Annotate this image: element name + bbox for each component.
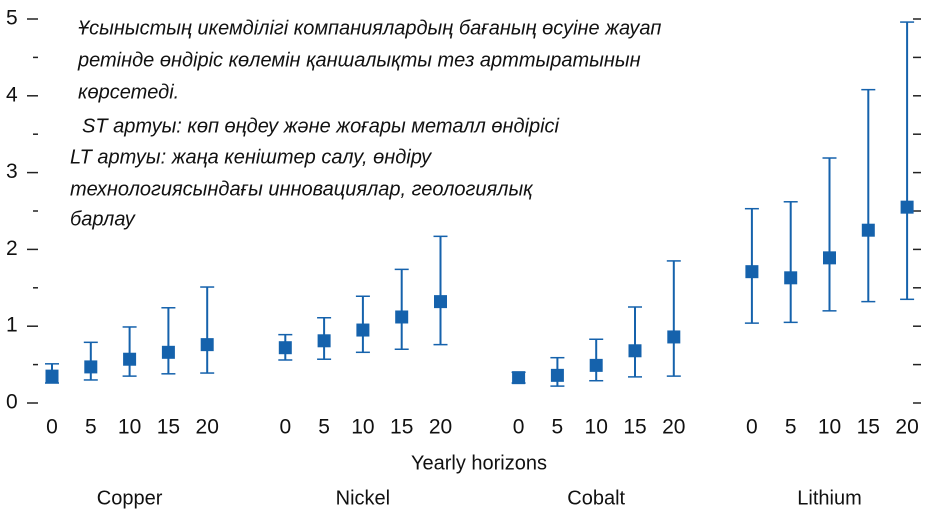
marker (434, 295, 447, 309)
marker (84, 360, 98, 374)
marker (628, 344, 642, 358)
x-tick-label: 15 (390, 416, 413, 439)
x-tick-label: 15 (157, 416, 180, 439)
marker (861, 223, 875, 237)
marker (667, 330, 681, 344)
annotation-line: ST артуы: көп өңдеу және жоғары металл ө… (82, 115, 560, 137)
y-tick-label: 4 (6, 83, 18, 106)
annotation-line: көрсетеді. (78, 81, 179, 103)
marker (550, 368, 564, 382)
group-label: Copper (97, 487, 163, 509)
x-tick-label: 5 (785, 416, 797, 439)
x-tick-label: 20 (895, 416, 918, 439)
marker (823, 251, 836, 265)
x-tick-label: 5 (318, 416, 330, 439)
x-tick-label: 10 (351, 416, 374, 439)
y-tick-label: 3 (6, 160, 18, 183)
x-tick-label: 0 (513, 416, 525, 439)
marker (161, 345, 175, 359)
annotation-line: Ұсыныстың икемділігі компаниялардың баға… (78, 17, 661, 39)
y-tick-label: 1 (6, 314, 18, 337)
marker (395, 310, 409, 324)
marker (278, 341, 292, 355)
x-tick-label: 10 (818, 416, 841, 439)
x-tick-label: 0 (279, 416, 291, 439)
x-tick-label: 20 (196, 416, 219, 439)
x-tick-label: 10 (118, 416, 141, 439)
marker (589, 358, 603, 372)
y-tick-label: 2 (6, 237, 18, 260)
x-axis-title: Yearly horizons (411, 452, 547, 474)
marker (745, 265, 759, 279)
marker (900, 200, 914, 214)
annotation-line: LT артуы: жаңа кеніштер салу, өндіру (70, 146, 432, 168)
annotation-line: ретінде өндіріс көлемін қаншалықты тез а… (77, 49, 641, 71)
marker (317, 334, 331, 348)
y-tick-label: 5 (6, 7, 18, 30)
marker (123, 352, 137, 366)
marker (784, 271, 798, 285)
annotation-line: барлау (70, 208, 136, 230)
group-label: Cobalt (567, 487, 625, 509)
x-tick-label: 20 (662, 416, 685, 439)
x-tick-label: 20 (429, 416, 452, 439)
x-tick-label: 0 (46, 416, 58, 439)
x-tick-label: 10 (585, 416, 608, 439)
group-label: Nickel (336, 487, 390, 509)
x-tick-label: 0 (746, 416, 758, 439)
marker (200, 338, 214, 352)
x-tick-label: 15 (857, 416, 880, 439)
marker (512, 371, 526, 385)
group-label: Lithium (797, 487, 861, 509)
marker (356, 323, 370, 337)
annotation-line: технологиясындағы инновациялар, геология… (70, 178, 534, 200)
x-tick-label: 5 (552, 416, 564, 439)
x-tick-label: 5 (85, 416, 97, 439)
y-tick-label: 0 (6, 391, 18, 414)
marker (45, 369, 59, 383)
x-tick-label: 15 (623, 416, 646, 439)
